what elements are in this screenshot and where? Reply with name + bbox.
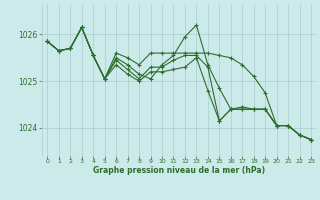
X-axis label: Graphe pression niveau de la mer (hPa): Graphe pression niveau de la mer (hPa) — [93, 166, 265, 175]
